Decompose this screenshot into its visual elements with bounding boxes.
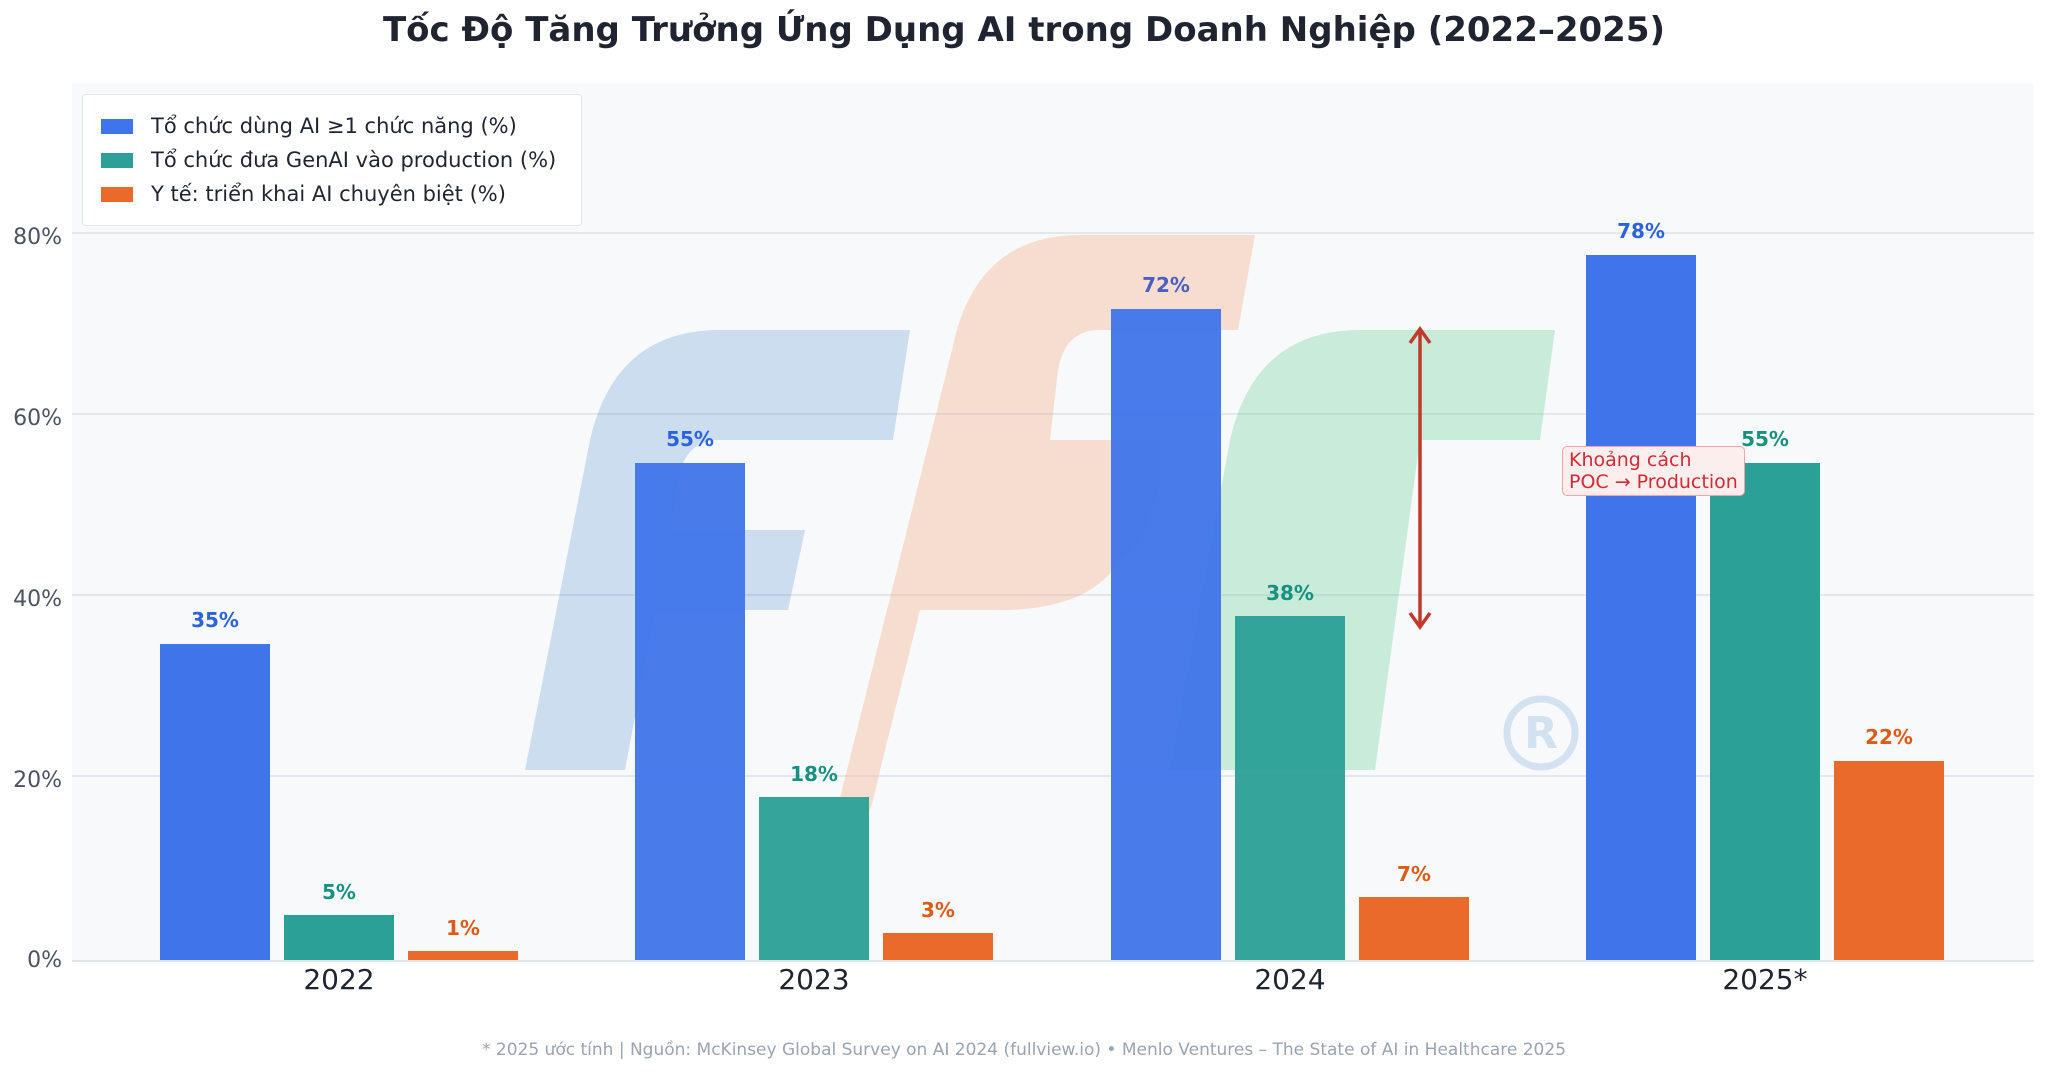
chart-title: Tốc Độ Tăng Trưởng Ứng Dụng AI trong Doa…	[382, 10, 1666, 50]
legend-swatch-teal	[101, 152, 133, 168]
y-tick-label: 20%	[13, 768, 62, 793]
bar-2022-ai-usage	[160, 644, 270, 960]
bar-2023-genai-production	[759, 797, 869, 960]
x-tick-label: 2022	[303, 963, 375, 996]
legend-label: Tổ chức dùng AI ≥1 chức năng (%)	[151, 114, 517, 138]
bar-2025-genai-production	[1710, 463, 1820, 960]
bar-2022-genai-production	[284, 915, 394, 960]
plot-area: R 35% 5% 1% 55% 18% 3% 72% 38% 7% 78% 55…	[72, 83, 2034, 960]
x-tick-label: 2023	[778, 963, 850, 996]
gap-double-arrow-icon	[1408, 325, 1432, 631]
bar-2023-healthcare-ai	[883, 933, 993, 960]
gridline-80	[72, 232, 2034, 234]
chart-legend: Tổ chức dùng AI ≥1 chức năng (%) Tổ chức…	[82, 94, 582, 226]
x-tick-label: 2025*	[1722, 963, 1808, 996]
y-tick-label: 0%	[27, 948, 62, 973]
bar-2024-healthcare-ai	[1359, 897, 1469, 960]
bar-2022-healthcare-ai	[408, 951, 518, 960]
bar-2024-ai-usage	[1111, 309, 1221, 960]
y-tick-label: 80%	[13, 225, 62, 250]
x-tick-label: 2024	[1254, 963, 1326, 996]
bar-label: 7%	[1397, 862, 1431, 886]
bar-label: 78%	[1617, 219, 1665, 243]
bar-2023-ai-usage	[635, 463, 745, 960]
y-tick-label: 40%	[13, 587, 62, 612]
bar-label: 5%	[322, 880, 356, 904]
gridline-40	[72, 594, 2034, 596]
bar-label: 3%	[921, 898, 955, 922]
legend-swatch-blue	[101, 118, 133, 134]
legend-item: Y tế: triển khai AI chuyên biệt (%)	[101, 179, 506, 209]
y-tick-label: 60%	[13, 406, 62, 431]
bar-2025-healthcare-ai	[1834, 761, 1944, 960]
bar-label: 55%	[1741, 427, 1789, 451]
bar-label: 18%	[790, 762, 838, 786]
gridline-20	[72, 775, 2034, 777]
bar-label: 22%	[1865, 725, 1913, 749]
poc-production-gap-annotation: Khoảng cách POC → Production	[1562, 446, 1745, 496]
legend-swatch-orange	[101, 186, 133, 202]
svg-text:R: R	[1524, 708, 1558, 759]
gridline-60	[72, 413, 2034, 415]
legend-item: Tổ chức dùng AI ≥1 chức năng (%)	[101, 111, 517, 141]
bar-label: 1%	[446, 916, 480, 940]
bar-2025-ai-usage	[1586, 255, 1696, 960]
bar-2024-genai-production	[1235, 616, 1345, 960]
x-axis-line	[72, 960, 2034, 962]
bar-label: 55%	[666, 427, 714, 451]
bar-label: 38%	[1266, 581, 1314, 605]
bar-label: 72%	[1142, 273, 1190, 297]
legend-label: Tổ chức đưa GenAI vào production (%)	[151, 148, 557, 172]
legend-label: Y tế: triển khai AI chuyên biệt (%)	[151, 182, 506, 206]
source-footnote: * 2025 ước tính | Nguồn: McKinsey Global…	[481, 1040, 1567, 1060]
legend-item: Tổ chức đưa GenAI vào production (%)	[101, 145, 556, 175]
bar-label: 35%	[191, 608, 239, 632]
